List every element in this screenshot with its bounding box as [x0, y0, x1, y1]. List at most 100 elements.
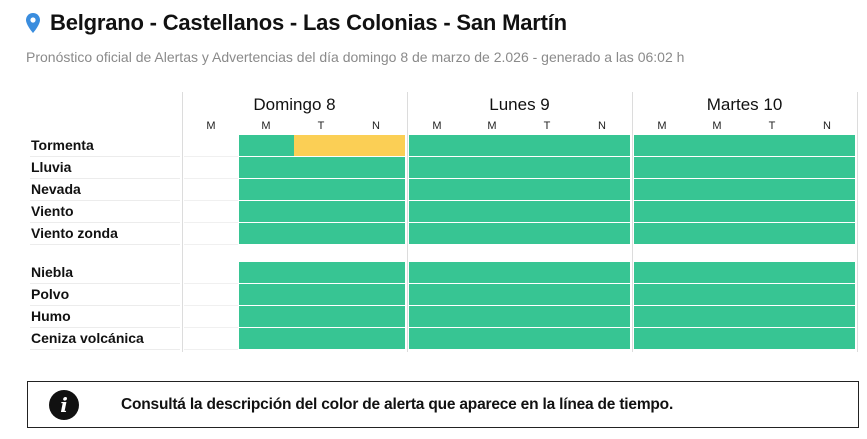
alert-level-cell-green[interactable] [464, 223, 520, 244]
alert-level-cell-green[interactable] [519, 135, 575, 156]
alert-level-cell-green[interactable] [799, 284, 855, 305]
alert-level-cell-green[interactable] [574, 201, 630, 222]
alert-level-cell-green[interactable] [744, 179, 800, 200]
alert-level-cell-green[interactable] [464, 135, 520, 156]
alert-level-cell-green[interactable] [574, 284, 630, 305]
alert-level-cell-green[interactable] [799, 135, 855, 156]
alert-level-cell-green[interactable] [744, 262, 800, 283]
alert-level-cell-green[interactable] [634, 201, 690, 222]
alert-level-cell-green[interactable] [464, 179, 520, 200]
alert-level-cell-green[interactable] [239, 179, 295, 200]
alert-level-cell-green[interactable] [239, 157, 295, 178]
alert-level-cell-green[interactable] [464, 284, 520, 305]
alert-level-cell-green[interactable] [689, 284, 745, 305]
alert-level-cell-green[interactable] [409, 179, 465, 200]
alert-level-cell-green[interactable] [634, 179, 690, 200]
alert-level-cell-green[interactable] [239, 306, 295, 327]
alert-level-cell-green[interactable] [689, 262, 745, 283]
alert-level-cell-green[interactable] [799, 201, 855, 222]
alert-level-cell-green[interactable] [409, 157, 465, 178]
alert-level-cell-green[interactable] [294, 284, 350, 305]
phenomenon-label: Nevada [31, 181, 81, 197]
alert-level-cell-green[interactable] [574, 135, 630, 156]
alert-level-cell-green[interactable] [349, 328, 405, 349]
alert-level-cell-green[interactable] [519, 306, 575, 327]
alert-level-cell-yellow[interactable] [349, 135, 405, 156]
alert-level-cell-green[interactable] [349, 157, 405, 178]
alert-level-cell-green[interactable] [464, 201, 520, 222]
alert-level-cell-green[interactable] [349, 262, 405, 283]
alert-level-cell-green[interactable] [799, 328, 855, 349]
alert-level-cell-green[interactable] [349, 201, 405, 222]
alert-level-cell-green[interactable] [294, 328, 350, 349]
alert-level-cell-green[interactable] [634, 328, 690, 349]
alert-level-cell-green[interactable] [799, 306, 855, 327]
alert-level-cell-green[interactable] [689, 135, 745, 156]
alert-level-cell-green[interactable] [294, 179, 350, 200]
alert-level-cell-green[interactable] [689, 328, 745, 349]
alert-level-cell-green[interactable] [574, 306, 630, 327]
alert-level-cell-green[interactable] [239, 223, 295, 244]
alert-level-cell-green[interactable] [294, 201, 350, 222]
alert-level-cell-green[interactable] [519, 328, 575, 349]
alert-level-cell-green[interactable] [464, 328, 520, 349]
alert-level-cell-green[interactable] [464, 157, 520, 178]
alert-level-cell-green[interactable] [239, 262, 295, 283]
alert-level-cell-green[interactable] [634, 157, 690, 178]
alert-level-cell-green[interactable] [349, 284, 405, 305]
alert-level-cell-green[interactable] [744, 157, 800, 178]
alert-level-cell-green[interactable] [744, 201, 800, 222]
alert-level-cell-green[interactable] [409, 284, 465, 305]
alert-level-cell-green[interactable] [349, 306, 405, 327]
alert-level-cell-green[interactable] [464, 262, 520, 283]
alert-level-cell-green[interactable] [409, 135, 465, 156]
alert-level-cell-green[interactable] [574, 179, 630, 200]
alert-level-cell-green[interactable] [689, 157, 745, 178]
alert-level-cell-green[interactable] [239, 135, 295, 156]
alert-level-cell-yellow[interactable] [294, 135, 350, 156]
alert-level-cell-green[interactable] [744, 306, 800, 327]
alert-level-cell-green[interactable] [294, 157, 350, 178]
alert-level-cell-green[interactable] [519, 157, 575, 178]
alert-level-cell-green[interactable] [294, 262, 350, 283]
alert-level-cell-green[interactable] [744, 284, 800, 305]
alert-level-cell-green[interactable] [799, 157, 855, 178]
alert-level-cell-green[interactable] [799, 262, 855, 283]
alert-level-cell-green[interactable] [519, 262, 575, 283]
alert-level-cell-green[interactable] [574, 157, 630, 178]
alert-level-cell-green[interactable] [519, 223, 575, 244]
alert-level-cell-green[interactable] [634, 284, 690, 305]
alert-level-cell-green[interactable] [799, 179, 855, 200]
alert-level-cell-green[interactable] [689, 201, 745, 222]
alert-level-cell-green[interactable] [409, 223, 465, 244]
alert-level-cell-green[interactable] [239, 284, 295, 305]
alert-level-cell-green[interactable] [689, 179, 745, 200]
alert-level-cell-green[interactable] [294, 223, 350, 244]
alert-level-cell-green[interactable] [519, 284, 575, 305]
alert-level-cell-green[interactable] [634, 135, 690, 156]
alert-level-cell-green[interactable] [744, 223, 800, 244]
alert-level-cell-green[interactable] [574, 262, 630, 283]
alert-level-cell-green[interactable] [409, 201, 465, 222]
alert-level-cell-green[interactable] [744, 135, 800, 156]
alert-level-cell-green[interactable] [239, 201, 295, 222]
alert-level-cell-green[interactable] [409, 306, 465, 327]
alert-level-cell-green[interactable] [744, 328, 800, 349]
alert-level-cell-green[interactable] [519, 201, 575, 222]
alert-level-cell-green[interactable] [689, 223, 745, 244]
alert-level-cell-green[interactable] [574, 223, 630, 244]
alert-level-cell-green[interactable] [574, 328, 630, 349]
alert-level-cell-green[interactable] [634, 262, 690, 283]
alert-level-cell-green[interactable] [409, 262, 465, 283]
alert-level-cell-green[interactable] [519, 179, 575, 200]
alert-level-cell-green[interactable] [464, 306, 520, 327]
alert-level-cell-green[interactable] [634, 223, 690, 244]
alert-level-cell-green[interactable] [799, 223, 855, 244]
alert-level-cell-green[interactable] [409, 328, 465, 349]
alert-level-cell-green[interactable] [689, 306, 745, 327]
alert-level-cell-green[interactable] [239, 328, 295, 349]
alert-level-cell-green[interactable] [349, 223, 405, 244]
alert-level-cell-green[interactable] [349, 179, 405, 200]
alert-level-cell-green[interactable] [294, 306, 350, 327]
alert-level-cell-green[interactable] [634, 306, 690, 327]
